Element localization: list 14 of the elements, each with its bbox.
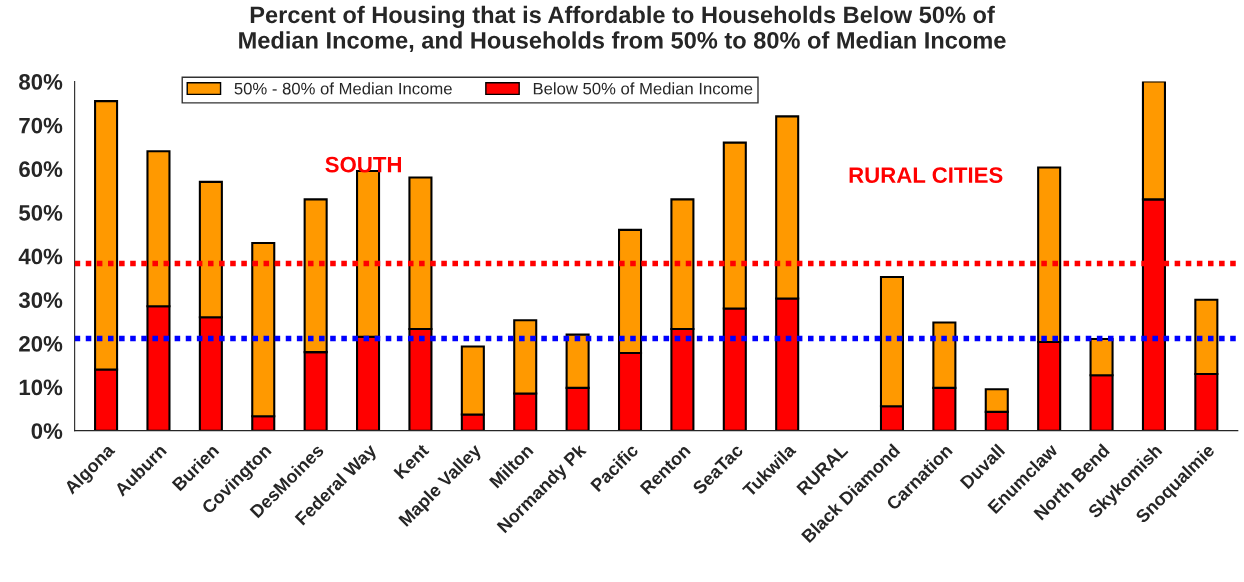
y-tick-label: 50%	[19, 204, 63, 221]
y-tick-label: 0%	[31, 423, 63, 439]
annotation: RURAL CITIES	[849, 167, 1003, 183]
y-tick-label: 80%	[19, 74, 63, 90]
y-tick-label: 40%	[18, 248, 63, 265]
legend-label: 50% - 80% of Median Income	[234, 82, 452, 95]
y-tick-label: 10%	[19, 379, 63, 396]
annotation: SOUTH	[325, 156, 401, 173]
chart-title: Percent of Housing that is Affordable to Households Below 50% of Median Income, and Households from 50% to 80% of Median Income	[239, 5, 1006, 53]
y-tick-label: 60%	[19, 161, 63, 178]
y-tick-label: 70%	[19, 117, 63, 134]
y-tick-label: 30%	[18, 292, 63, 309]
legend-label: Below 50% of Median Income	[533, 82, 753, 95]
y-tick-label: 20%	[19, 335, 63, 352]
